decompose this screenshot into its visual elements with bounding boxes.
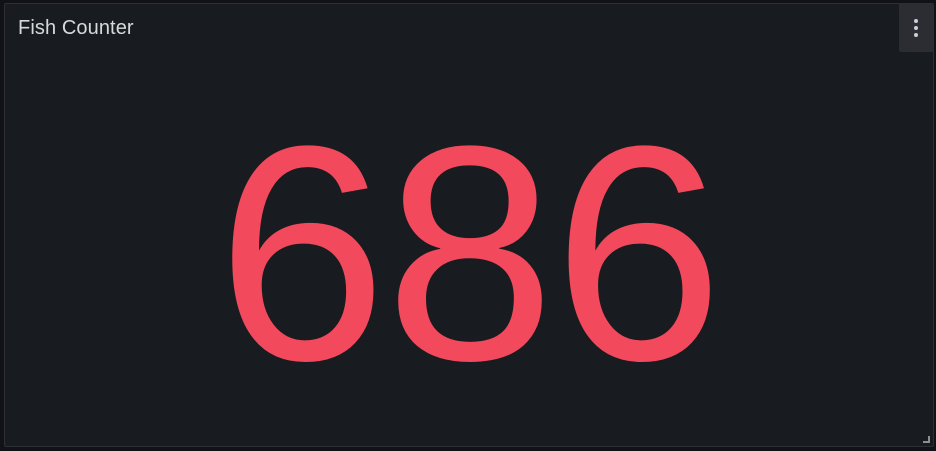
resize-handle-icon[interactable] <box>923 436 930 443</box>
stat-panel: Fish Counter 686 <box>4 3 934 447</box>
panel-menu-button[interactable] <box>899 4 933 52</box>
kebab-menu-icon-dot-3 <box>914 33 918 37</box>
kebab-menu-icon <box>914 19 918 23</box>
panel-title: Fish Counter <box>18 17 134 39</box>
stat-value: 686 <box>216 82 724 424</box>
kebab-menu-icon-dot-2 <box>914 26 918 30</box>
